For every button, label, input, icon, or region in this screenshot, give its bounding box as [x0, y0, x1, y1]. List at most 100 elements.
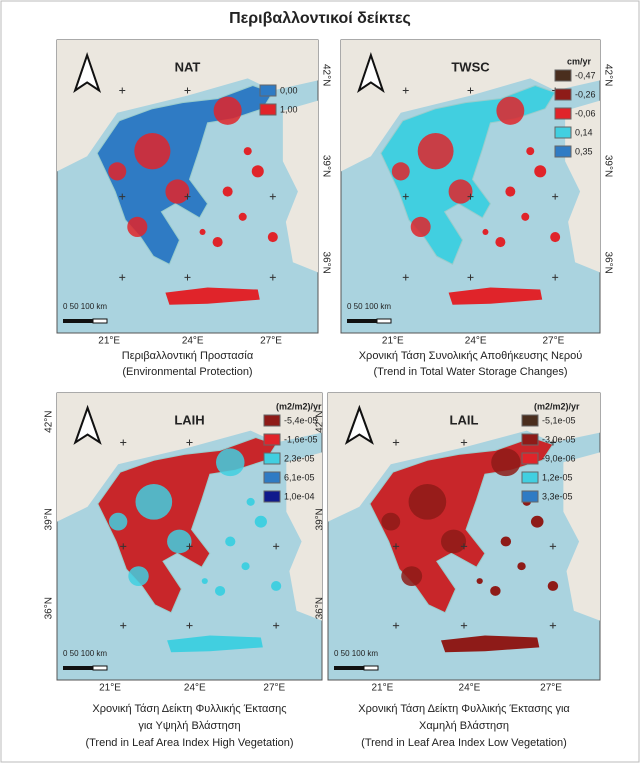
island — [526, 147, 535, 156]
graticule-cross — [552, 193, 559, 200]
region — [448, 179, 473, 204]
island — [212, 237, 223, 248]
legend-label: 6,1e-05 — [284, 472, 315, 482]
legend-label: -5,4e-05 — [284, 415, 318, 425]
graticule-cross — [273, 622, 280, 629]
legend-swatch — [263, 452, 281, 465]
lat-label: 36°N — [602, 252, 613, 274]
scale-label: 0 50 100 km — [347, 302, 391, 311]
legend-label: -9,0e-06 — [542, 453, 576, 463]
region — [391, 162, 410, 181]
island — [530, 515, 544, 528]
graticule-cross — [460, 622, 468, 629]
island — [201, 578, 208, 585]
legend-label: 0,00 — [280, 85, 298, 95]
region — [213, 96, 242, 125]
region — [134, 132, 171, 170]
island — [476, 578, 483, 585]
region — [167, 529, 192, 554]
lon-label: 21°E — [372, 683, 394, 694]
island — [254, 515, 267, 528]
graticule-cross — [467, 87, 474, 94]
north-arrow — [344, 404, 374, 445]
legend-swatch — [263, 433, 281, 446]
island — [241, 562, 250, 571]
island — [214, 585, 226, 596]
region — [440, 529, 467, 554]
lat-label: 42°N — [315, 411, 326, 433]
region — [108, 162, 127, 181]
legend-label: -1,6e-05 — [284, 434, 318, 444]
scale-label: 0 50 100 km — [63, 649, 107, 658]
graticule-cross — [460, 543, 468, 550]
caption: Χρονική Τάση Δείκτη Φυλλικής Έκτασης — [92, 703, 286, 715]
map — [57, 40, 318, 305]
land-turkey — [563, 452, 600, 621]
island — [271, 581, 282, 591]
island — [199, 228, 206, 235]
legend-swatch — [554, 107, 572, 120]
graticule-cross — [460, 439, 468, 446]
lat-label: 39°N — [320, 155, 331, 177]
scale-bar — [347, 319, 377, 323]
region — [135, 484, 173, 520]
north-arrow — [73, 52, 102, 94]
map-title: NAT — [175, 59, 201, 74]
scale-label: 0 50 100 km — [334, 649, 378, 658]
lat-label: 42°N — [320, 64, 331, 86]
region — [401, 566, 423, 586]
crete — [165, 287, 260, 305]
lat-label: 36°N — [315, 597, 326, 619]
graticule-cross — [552, 274, 559, 281]
graticule-cross — [184, 193, 191, 200]
lat-label: 42°N — [602, 64, 613, 86]
graticule-cross — [184, 87, 191, 94]
graticule-cross — [392, 543, 400, 550]
graticule-cross — [549, 622, 557, 629]
graticule-cross — [120, 439, 127, 446]
graticule-cross — [186, 543, 193, 550]
scale-bar — [363, 665, 379, 671]
legend-label: -3,0e-05 — [542, 434, 576, 444]
region — [127, 216, 148, 238]
legend-swatch — [263, 490, 281, 503]
map — [341, 40, 600, 305]
caption: Χρονική Τάση Συνολικής Αποθήκευσης Νερού — [359, 350, 583, 362]
region — [496, 96, 525, 125]
lat-label: 42°N — [44, 411, 55, 433]
region — [381, 512, 401, 531]
lat-label: 36°N — [44, 597, 55, 619]
island — [238, 212, 247, 221]
land-turkey — [286, 452, 322, 621]
legend-title: cm/yr — [567, 56, 592, 66]
lat-label: 39°N — [315, 508, 326, 530]
island — [222, 186, 233, 197]
legend-swatch — [263, 471, 281, 484]
lon-label: 21°E — [382, 336, 404, 347]
map — [57, 393, 322, 653]
graticule-cross — [392, 622, 400, 629]
caption: (Environmental Protection) — [122, 366, 252, 378]
caption: Χαμηλή Βλάστηση — [419, 720, 509, 732]
legend-label: 2,3e-05 — [284, 453, 315, 463]
island — [490, 585, 501, 596]
map-title: TWSC — [451, 59, 490, 74]
lon-label: 27°E — [542, 336, 564, 347]
legend-swatch — [554, 69, 572, 82]
land-neighbors — [57, 393, 322, 522]
legend-title: (m2/m2)/yr — [534, 401, 580, 411]
legend-swatch — [521, 433, 539, 446]
legend-swatch — [554, 145, 572, 158]
legend-swatch — [259, 103, 277, 116]
graticule-cross — [119, 87, 126, 94]
graticule-cross — [119, 274, 126, 281]
region — [108, 512, 128, 531]
lat-label: 39°N — [602, 155, 613, 177]
graticule-cross — [120, 622, 127, 629]
legend-swatch — [554, 126, 572, 139]
legend-swatch — [263, 414, 281, 427]
legend-label: -0,26 — [575, 89, 596, 99]
legend-swatch — [554, 88, 572, 101]
lat-label: 36°N — [320, 252, 331, 274]
lon-label: 24°E — [182, 336, 204, 347]
